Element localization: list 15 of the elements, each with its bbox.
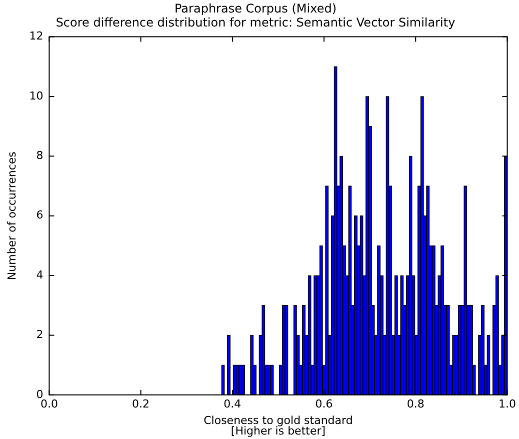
y-tick-label: 6 xyxy=(36,208,44,222)
y-tick-label: 2 xyxy=(36,328,44,342)
y-axis-title: Number of occurrences xyxy=(5,151,18,280)
x-tick-label: 1.0 xyxy=(498,397,516,410)
chart-subtitle: Score difference distribution for metric: Semantic Vector Similarity xyxy=(56,16,456,30)
y-tick-label: 4 xyxy=(36,268,44,282)
x-axis-title: Closeness to gold standard [Higher is better] xyxy=(204,414,353,438)
x-tick-label: 0.4 xyxy=(224,397,242,410)
chart-title: Paraphrase Corpus (Mixed) xyxy=(174,1,337,16)
x-tick-label: 0.6 xyxy=(315,397,333,410)
y-tick-label: 10 xyxy=(29,89,44,102)
x-tick-label: 0.2 xyxy=(132,397,150,410)
x-tick-label: 0.8 xyxy=(406,397,424,410)
y-tick-label: 8 xyxy=(36,149,44,162)
y-tick-label: 12 xyxy=(29,30,44,43)
